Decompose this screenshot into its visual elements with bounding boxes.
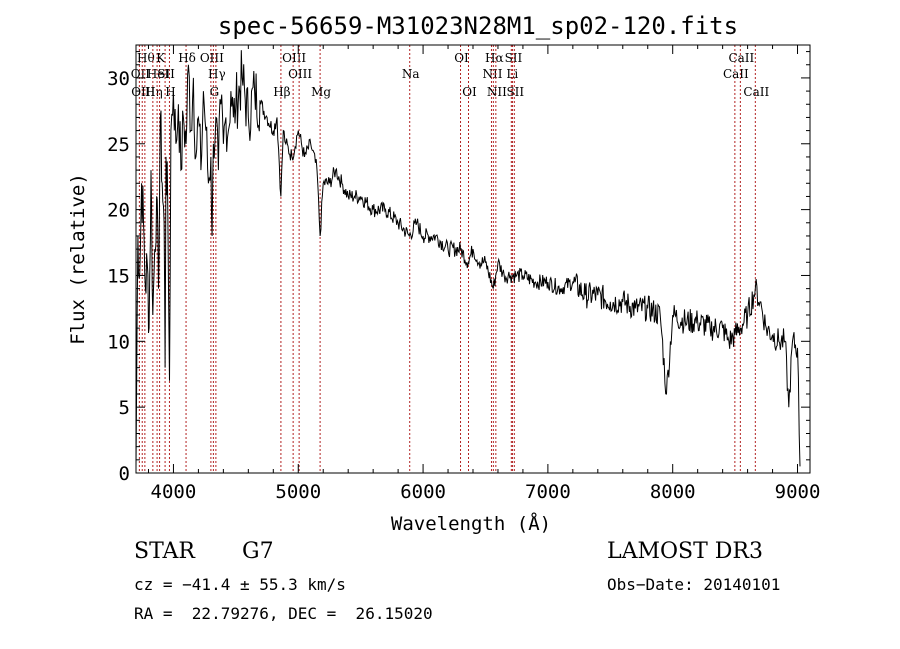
line-marker-label-16: Na [402,67,420,81]
line-marker-label-7: H [165,85,175,99]
y-axis-label: Flux (relative) [67,173,89,345]
x-tick-label-4: 8000 [650,481,696,503]
obs-date: Obs−Date: 20140101 [607,575,781,594]
chart-title: spec-56659-M31023N28M1_sp02-120.fits [218,12,738,40]
y-tick-label-5: 25 [107,134,130,156]
x-tick-label-1: 5000 [275,481,321,503]
line-marker-label-2: Hθ [137,51,155,65]
line-marker-label-26: CaII [728,51,754,65]
line-marker-label-1: OIII [131,85,155,99]
line-marker-label-6: SII [157,67,175,81]
plot-frame [135,44,811,474]
line-marker-label-17: OI [454,51,469,65]
line-marker-label-18: OI [462,85,477,99]
line-marker-label-15: Mg [311,85,331,99]
y-tick-label-1: 5 [119,397,130,419]
line-marker-label-23: SII [505,51,523,65]
y-tick-label-3: 15 [107,265,130,287]
line-marker-label-27: CaII [743,85,769,99]
y-tick-label-6: 30 [107,68,130,90]
line-marker-label-21: NII [487,85,507,99]
object-subclass: G7 [242,539,274,564]
line-marker-label-10: Hγ [208,67,226,81]
flux-series-line [135,50,801,467]
coordinates: RA = 22.79276, DEC = 26.15020 [134,604,433,623]
x-tick-label-5: 9000 [775,481,821,503]
line-marker-label-4: HeI [147,67,170,81]
x-tick-label-0: 4000 [151,481,197,503]
object-class: STAR [134,539,195,564]
y-tick-label-2: 10 [107,331,130,353]
survey-name: LAMOST DR3 [607,539,763,564]
y-tick-label-4: 20 [107,200,130,222]
line-marker-label-14: OIII [288,67,312,81]
redshift-readout: cz = −41.4 ± 55.3 km/s [134,575,346,594]
y-tick-label-0: 0 [119,463,130,485]
line-marker-label-13: OIII [282,51,306,65]
line-marker-label-25: CaII [723,67,749,81]
x-tick-label-3: 7000 [525,481,571,503]
line-marker-label-11: G [210,85,220,99]
line-marker-label-12: Hβ [273,85,290,99]
line-marker-label-3: Hη [145,85,163,99]
line-marker-label-9: OIII [200,51,224,65]
line-marker-label-5: K [156,51,166,65]
x-tick-label-2: 6000 [400,481,446,503]
axis-ticks: 4000 5000 6000 7000 8000 9000 0 5 10 15 20 25 30 [107,45,820,503]
line-marker-label-20: NII [482,67,502,81]
line-marker-label-8: Hδ [178,51,196,65]
line-marker-label-19: Hα [485,51,504,65]
x-axis-label: Wavelength (Å) [391,512,551,535]
line-marker-label-24: SII [506,85,524,99]
